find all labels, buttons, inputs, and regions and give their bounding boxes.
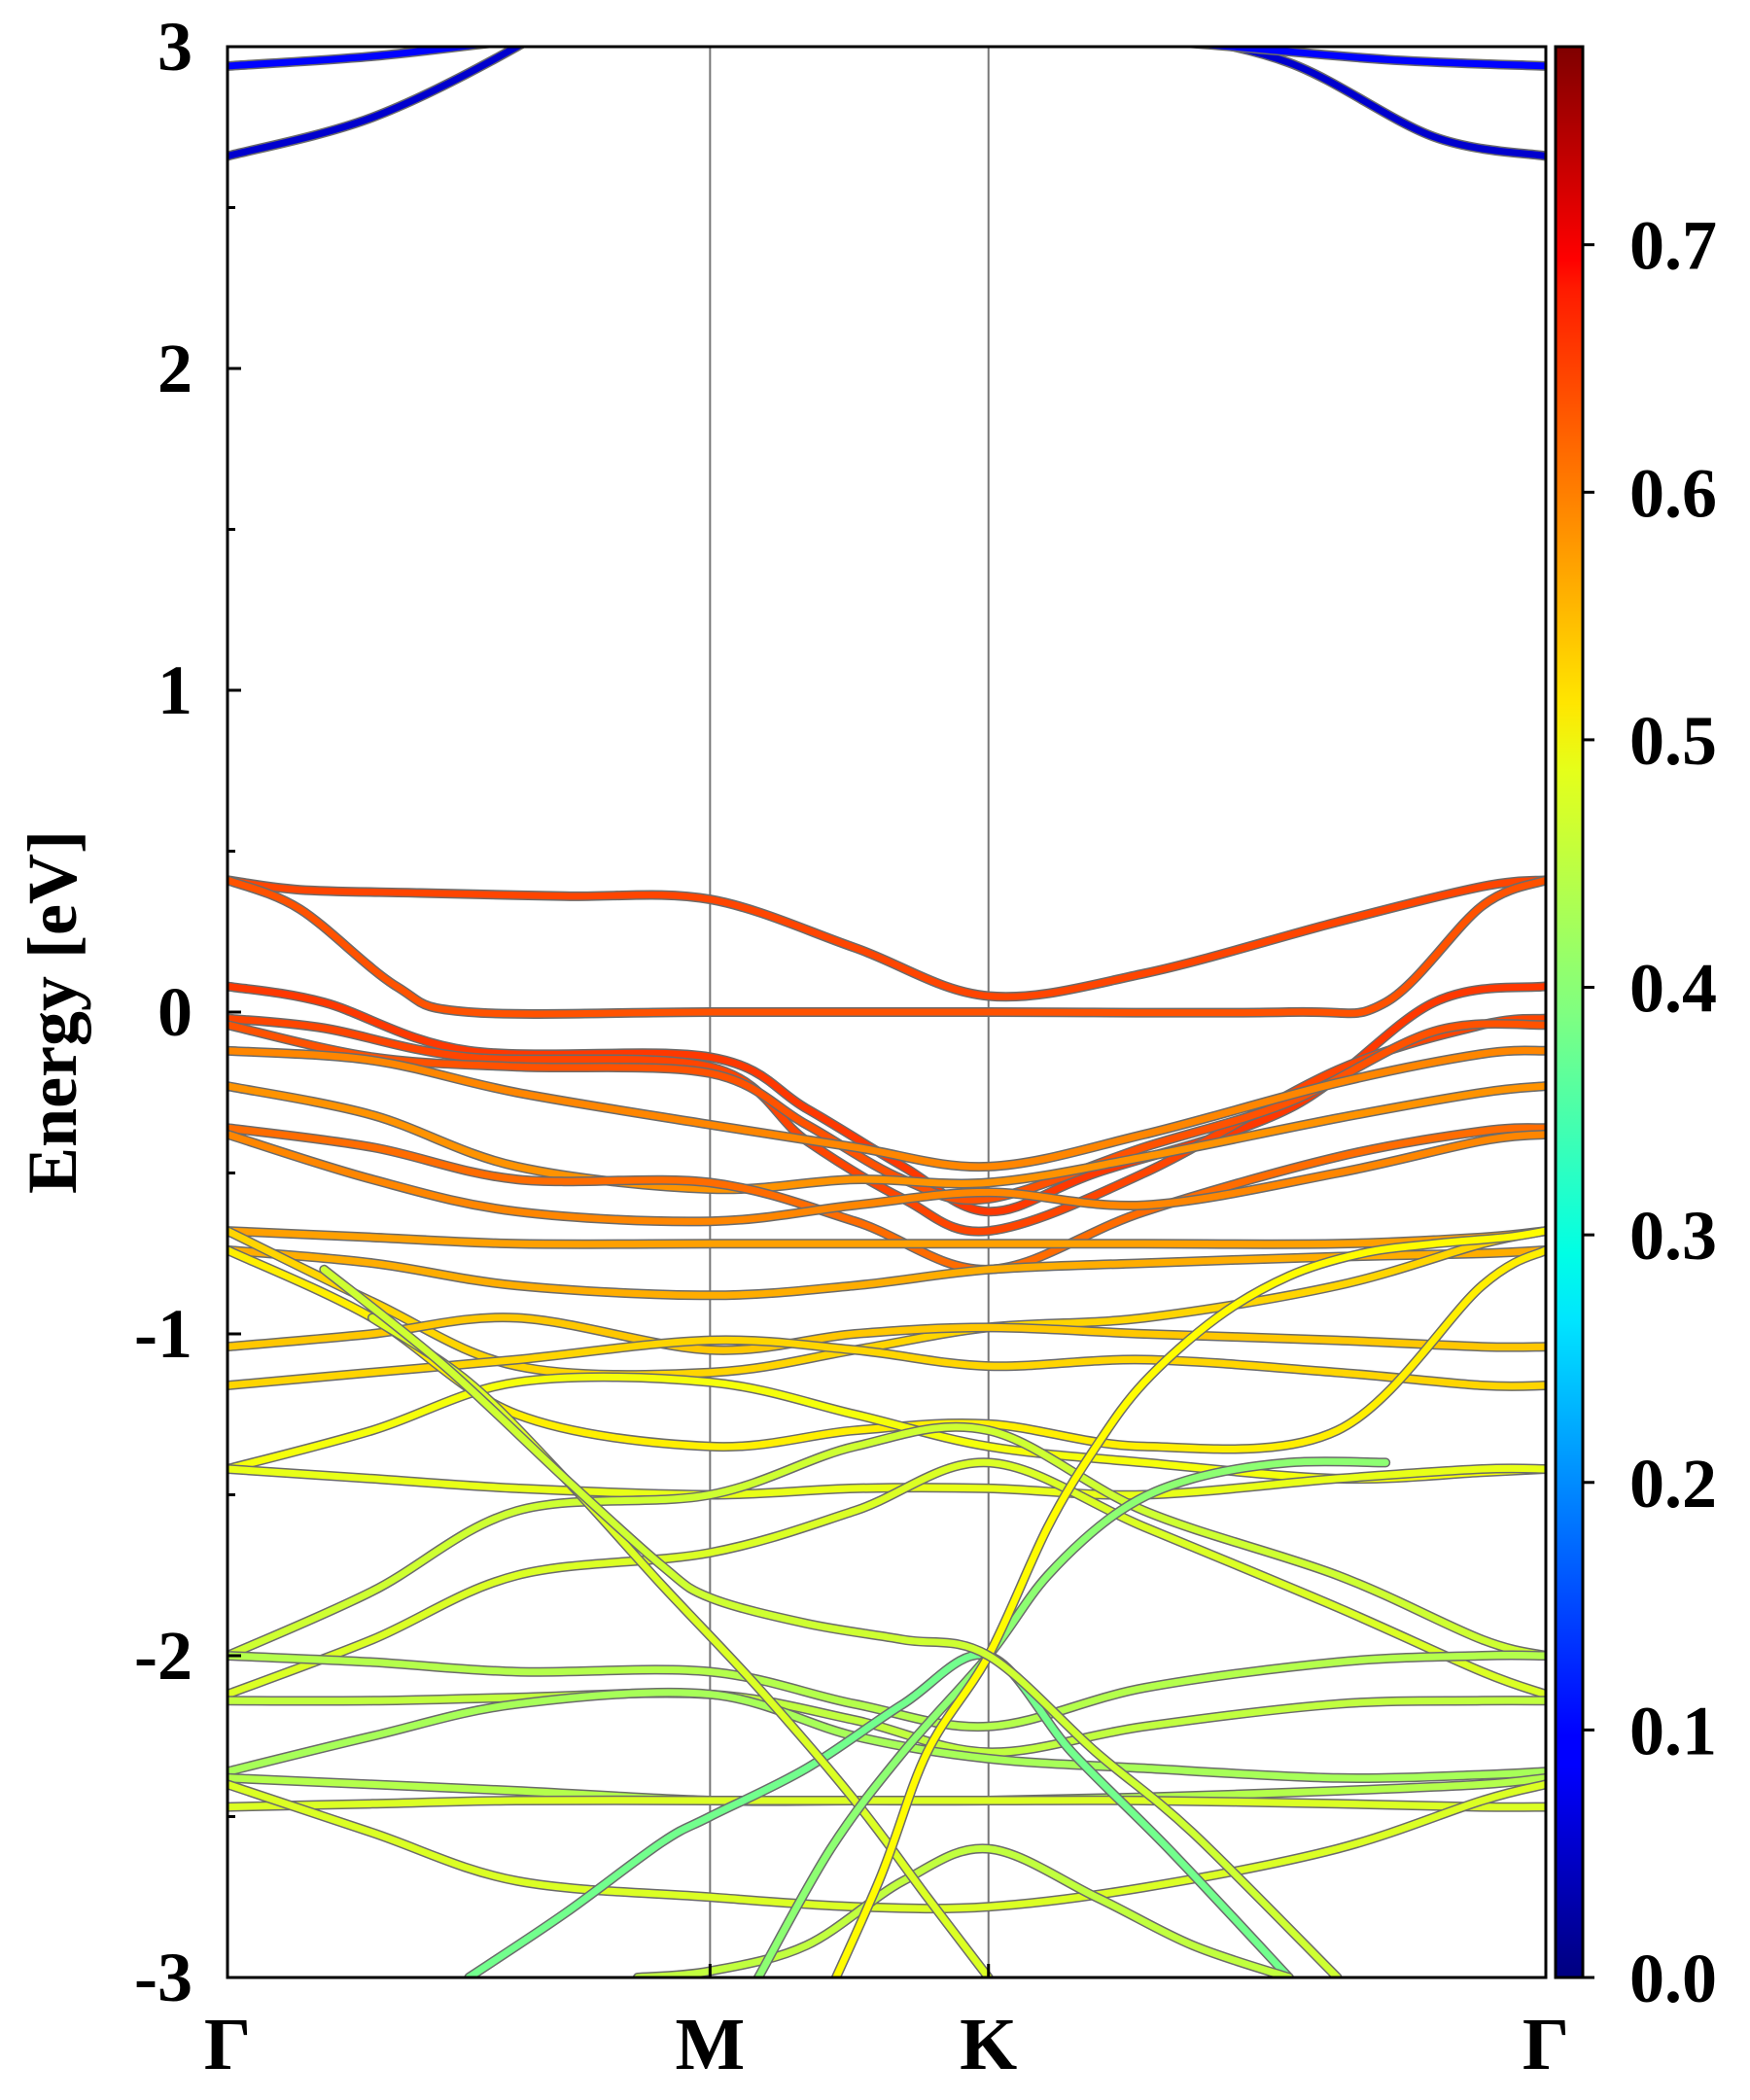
band-line [228, 1313, 1546, 1354]
band-line [228, 1797, 1546, 1811]
y-tick-label: 0 [158, 973, 192, 1051]
y-tick-label: -1 [134, 1295, 192, 1373]
colorbar-tick-label: 0.6 [1629, 454, 1717, 532]
x-tick-label: K [960, 2004, 1017, 2085]
band-line [228, 876, 1546, 1018]
y-tick-label: -2 [134, 1617, 192, 1695]
colorbar-ticks: 0.0 0.1 0.2 0.3 0.4 0.5 0.6 0.7 [1583, 207, 1717, 2017]
band-line-outline [228, 875, 1546, 1019]
band-line [228, 1047, 1546, 1171]
band-line [228, 47, 1546, 159]
y-tick-label: 2 [158, 330, 192, 407]
y-tick-label: -3 [134, 1939, 192, 2016]
band-line [228, 1131, 1546, 1225]
band-line [228, 1423, 1546, 1660]
x-tick-label: Γ [1522, 2004, 1569, 2085]
colorbar-tick-label: 0.1 [1629, 1692, 1717, 1769]
band-line [368, 1314, 993, 1978]
y-axis-label: Energy [eV] [14, 830, 91, 1194]
band-line [832, 1227, 1546, 1978]
band-line [634, 1844, 1293, 1978]
band-line [465, 1651, 1293, 1978]
colorbar-tick-label: 0.7 [1629, 207, 1717, 285]
colorbar-tick-label: 0.5 [1629, 702, 1717, 780]
band-line [228, 876, 1546, 1000]
band-line [320, 1266, 1342, 1978]
colorbar-tick-label: 0.0 [1629, 1940, 1717, 2017]
y-tick-label: 3 [158, 8, 192, 86]
band-line [228, 1689, 1546, 1782]
band-lines [228, 47, 1546, 1978]
band-line [228, 1458, 1546, 1698]
y-tick-label: 1 [158, 651, 192, 729]
band-line [754, 1457, 1389, 1978]
x-tick-label: M [675, 2004, 745, 2085]
colorbar [1554, 45, 1585, 1979]
band-line [228, 1082, 1546, 1193]
band-line-outline [228, 47, 1546, 161]
band-line [228, 1227, 1546, 1248]
x-tick-label: Γ [204, 2004, 251, 2085]
band-line-outline [367, 1312, 994, 1978]
band-line [228, 1227, 1546, 1379]
band-line [228, 1780, 1546, 1912]
band-line [228, 47, 1546, 70]
band-line [228, 1652, 1546, 1731]
band-line [228, 1689, 1546, 1756]
colorbar-tick-label: 0.2 [1629, 1445, 1717, 1522]
colorbar-tick-label: 0.3 [1629, 1197, 1717, 1275]
colorbar-tick-label: 0.4 [1629, 950, 1717, 1028]
band-line-outline [228, 875, 1546, 1002]
y-axis-ticks: -3 -2 -1 0 1 2 3 [134, 8, 241, 2016]
